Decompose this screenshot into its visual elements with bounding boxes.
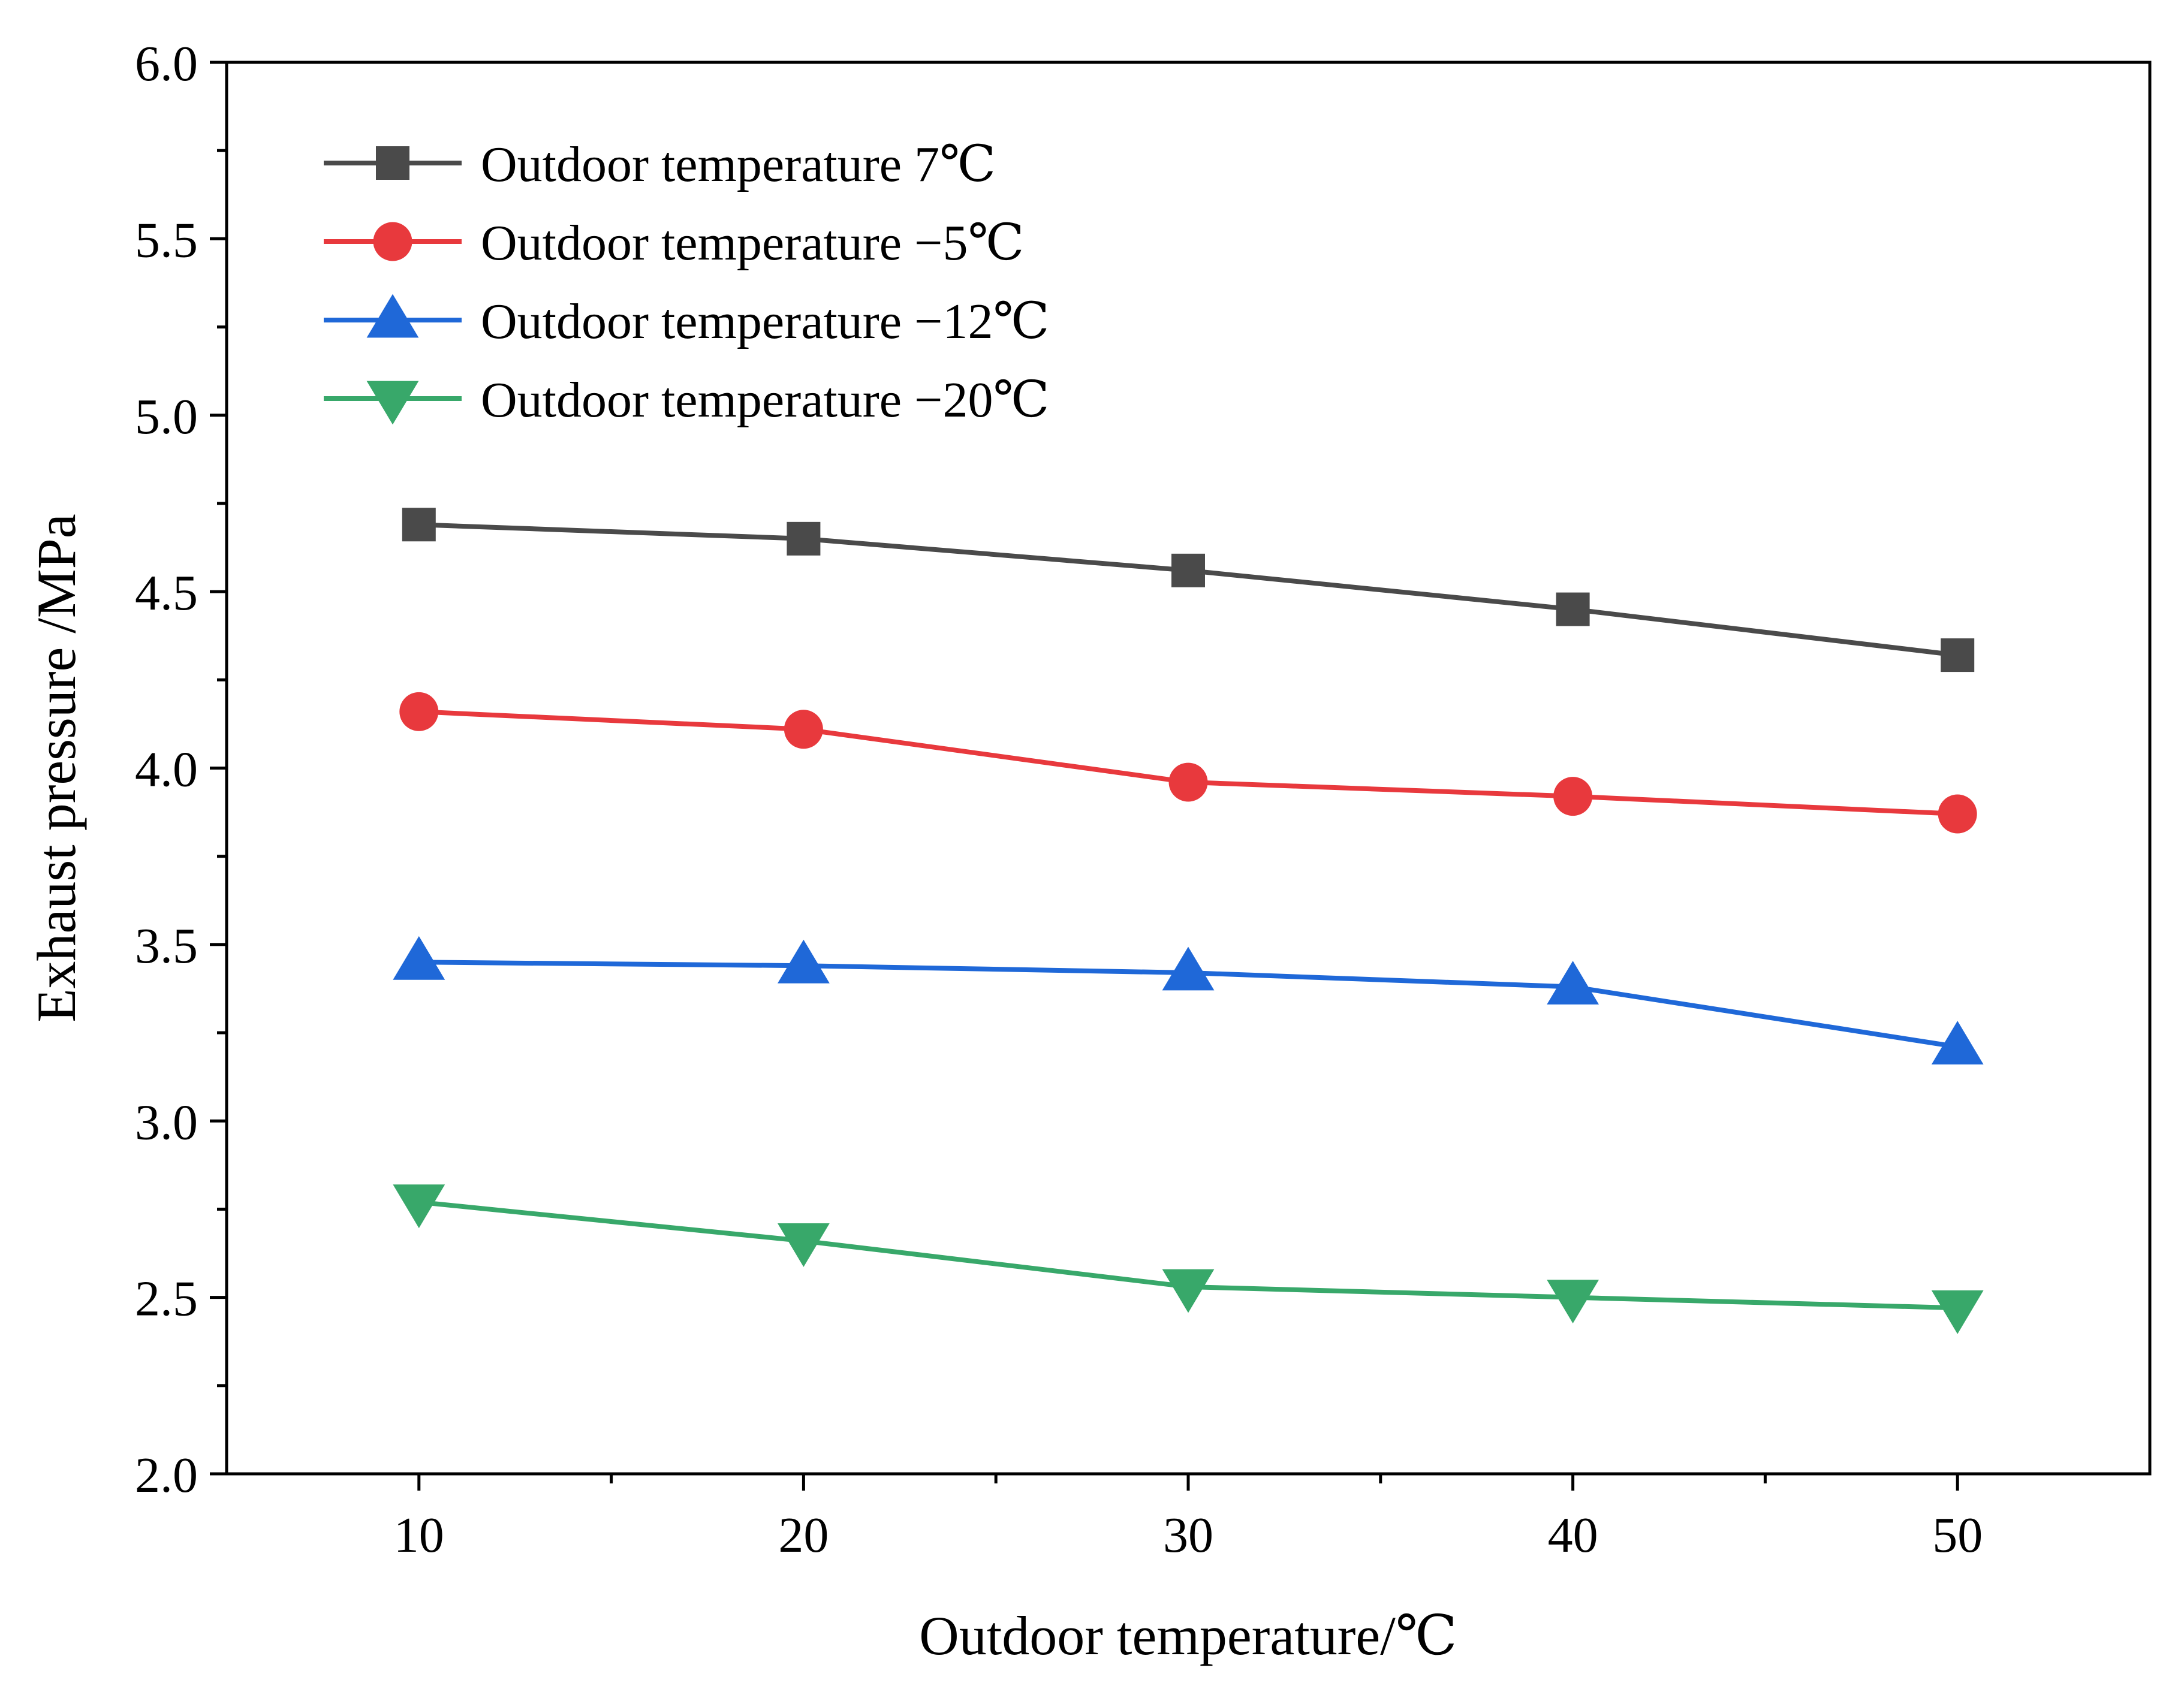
legend-label: Outdoor temperature −5℃ bbox=[481, 215, 1024, 271]
data-point bbox=[1931, 1290, 1984, 1334]
data-point bbox=[1938, 794, 1977, 834]
legend-label: Outdoor temperature 7℃ bbox=[481, 137, 996, 192]
y-tick-label: 4.0 bbox=[135, 742, 198, 798]
data-point bbox=[1556, 592, 1590, 626]
series-1 bbox=[402, 508, 1975, 672]
x-tick-label: 20 bbox=[778, 1507, 829, 1563]
legend-item: Outdoor temperature 7℃ bbox=[324, 137, 996, 192]
legend-marker bbox=[373, 222, 412, 261]
data-point bbox=[1553, 777, 1593, 816]
data-point bbox=[402, 508, 436, 542]
y-tick-label: 6.0 bbox=[135, 36, 198, 92]
data-point bbox=[1162, 1269, 1215, 1313]
data-point bbox=[1941, 638, 1975, 672]
x-tick-label: 30 bbox=[1163, 1507, 1213, 1563]
x-tick-label: 50 bbox=[1932, 1507, 1983, 1563]
y-tick-label: 5.0 bbox=[135, 389, 198, 445]
data-point bbox=[1168, 762, 1208, 802]
data-point bbox=[1547, 961, 1599, 1005]
series-2 bbox=[399, 692, 1977, 834]
data-point bbox=[1547, 1280, 1599, 1324]
data-point bbox=[778, 1223, 830, 1267]
y-tick-label: 2.0 bbox=[135, 1447, 198, 1503]
y-axis-title: Exhaust pressure /MPa bbox=[26, 514, 87, 1022]
data-point bbox=[1931, 1021, 1984, 1065]
legend-label: Outdoor temperature −20℃ bbox=[481, 372, 1049, 428]
axis-layer: 10 20 30 40 50 2.0 2.5 3.0 3.5 4.0 4.5 5.0 5.5 6.0 bbox=[135, 36, 1983, 1563]
data-point bbox=[778, 939, 830, 984]
x-tick-label: 10 bbox=[394, 1507, 444, 1563]
data-point bbox=[393, 936, 445, 980]
y-tick-label: 2.5 bbox=[135, 1271, 198, 1327]
y-tick-label: 5.5 bbox=[135, 212, 198, 268]
data-point bbox=[1162, 946, 1215, 991]
data-point bbox=[1171, 553, 1205, 587]
y-tick-label: 3.0 bbox=[135, 1094, 198, 1150]
legend-marker bbox=[366, 294, 419, 338]
legend-label: Outdoor temperature −12℃ bbox=[481, 294, 1049, 349]
data-point bbox=[399, 692, 439, 731]
legend-marker bbox=[366, 381, 419, 425]
series-4 bbox=[393, 1184, 1984, 1334]
data-point bbox=[787, 521, 821, 556]
x-axis-title: Outdoor temperature/℃ bbox=[919, 1605, 1457, 1666]
y-tick-label: 3.5 bbox=[135, 918, 198, 974]
data-point bbox=[393, 1184, 445, 1229]
legend-item: Outdoor temperature −5℃ bbox=[324, 215, 1024, 271]
legend-item: Outdoor temperature −20℃ bbox=[324, 372, 1049, 428]
x-tick-label: 40 bbox=[1548, 1507, 1598, 1563]
series-layer bbox=[393, 508, 1984, 1334]
data-point bbox=[784, 710, 823, 749]
legend: Outdoor temperature 7℃ Outdoor temperatur… bbox=[324, 137, 1049, 428]
series-3 bbox=[393, 936, 1984, 1065]
legend-marker bbox=[376, 146, 409, 180]
y-tick-label: 4.5 bbox=[135, 565, 198, 621]
legend-item: Outdoor temperature −12℃ bbox=[324, 294, 1049, 349]
